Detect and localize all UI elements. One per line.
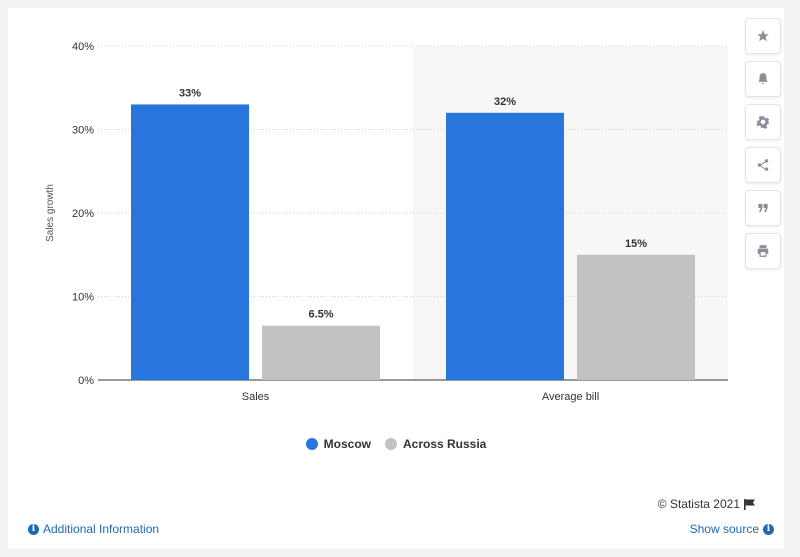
share-icon — [757, 159, 769, 171]
credits-text: © Statista 2021 — [657, 497, 740, 511]
data-label: 15% — [625, 238, 647, 250]
legend: Moscow Across Russia — [8, 437, 784, 451]
legend-label-across-russia: Across Russia — [402, 437, 487, 451]
y-tick-label: 10% — [72, 292, 94, 304]
credits[interactable]: © Statista 2021 — [658, 497, 756, 511]
x-tick-label: Average bill — [542, 391, 599, 403]
show-source-label: Show source — [689, 522, 759, 536]
chart-card: 0% 10% 20% 30% 40% Sales growth 33% 6.5% Sales 32… — [8, 8, 784, 549]
legend-label-moscow: Moscow — [323, 437, 371, 451]
legend-item-moscow[interactable]: Moscow — [305, 437, 371, 451]
bar-moscow — [131, 104, 249, 380]
print-button[interactable] — [745, 233, 781, 269]
y-tick-label: 40% — [72, 41, 94, 53]
quote-icon — [758, 203, 768, 213]
y-axis-title: Sales growth — [45, 184, 56, 242]
notification-button[interactable] — [745, 61, 781, 97]
bar-chart: 0% 10% 20% 30% 40% Sales growth 33% 6.5% Sales 32… — [45, 41, 728, 403]
x-tick-label: Sales — [242, 391, 270, 403]
settings-button[interactable] — [745, 104, 781, 140]
legend-marker-across-russia — [384, 438, 397, 450]
info-icon: i — [28, 523, 39, 535]
bell-icon — [758, 73, 768, 85]
flag-icon — [744, 498, 755, 510]
star-icon — [757, 30, 769, 42]
data-label: 33% — [179, 87, 201, 99]
y-tick-label: 30% — [72, 125, 94, 137]
data-label: 32% — [494, 96, 516, 108]
share-button[interactable] — [745, 147, 781, 183]
sidebar-toolbar — [745, 18, 781, 276]
bar-moscow — [446, 112, 564, 381]
bar-across-russia — [577, 254, 695, 380]
favorite-button[interactable] — [745, 18, 781, 54]
cite-button[interactable] — [745, 190, 781, 226]
y-tick-label: 0% — [78, 375, 94, 387]
show-source-link[interactable]: Show source i — [690, 522, 774, 536]
additional-information-label: Additional Information — [43, 522, 160, 536]
y-tick-label: 20% — [72, 208, 94, 220]
print-icon — [757, 245, 769, 257]
legend-item-across-russia[interactable]: Across Russia — [384, 437, 487, 451]
additional-information-link[interactable]: i Additional Information — [28, 522, 159, 536]
legend-marker-moscow — [305, 438, 318, 450]
bar-across-russia — [262, 325, 380, 380]
data-label: 6.5% — [308, 309, 333, 321]
info-icon: i — [763, 523, 774, 535]
gear-icon — [756, 115, 770, 129]
